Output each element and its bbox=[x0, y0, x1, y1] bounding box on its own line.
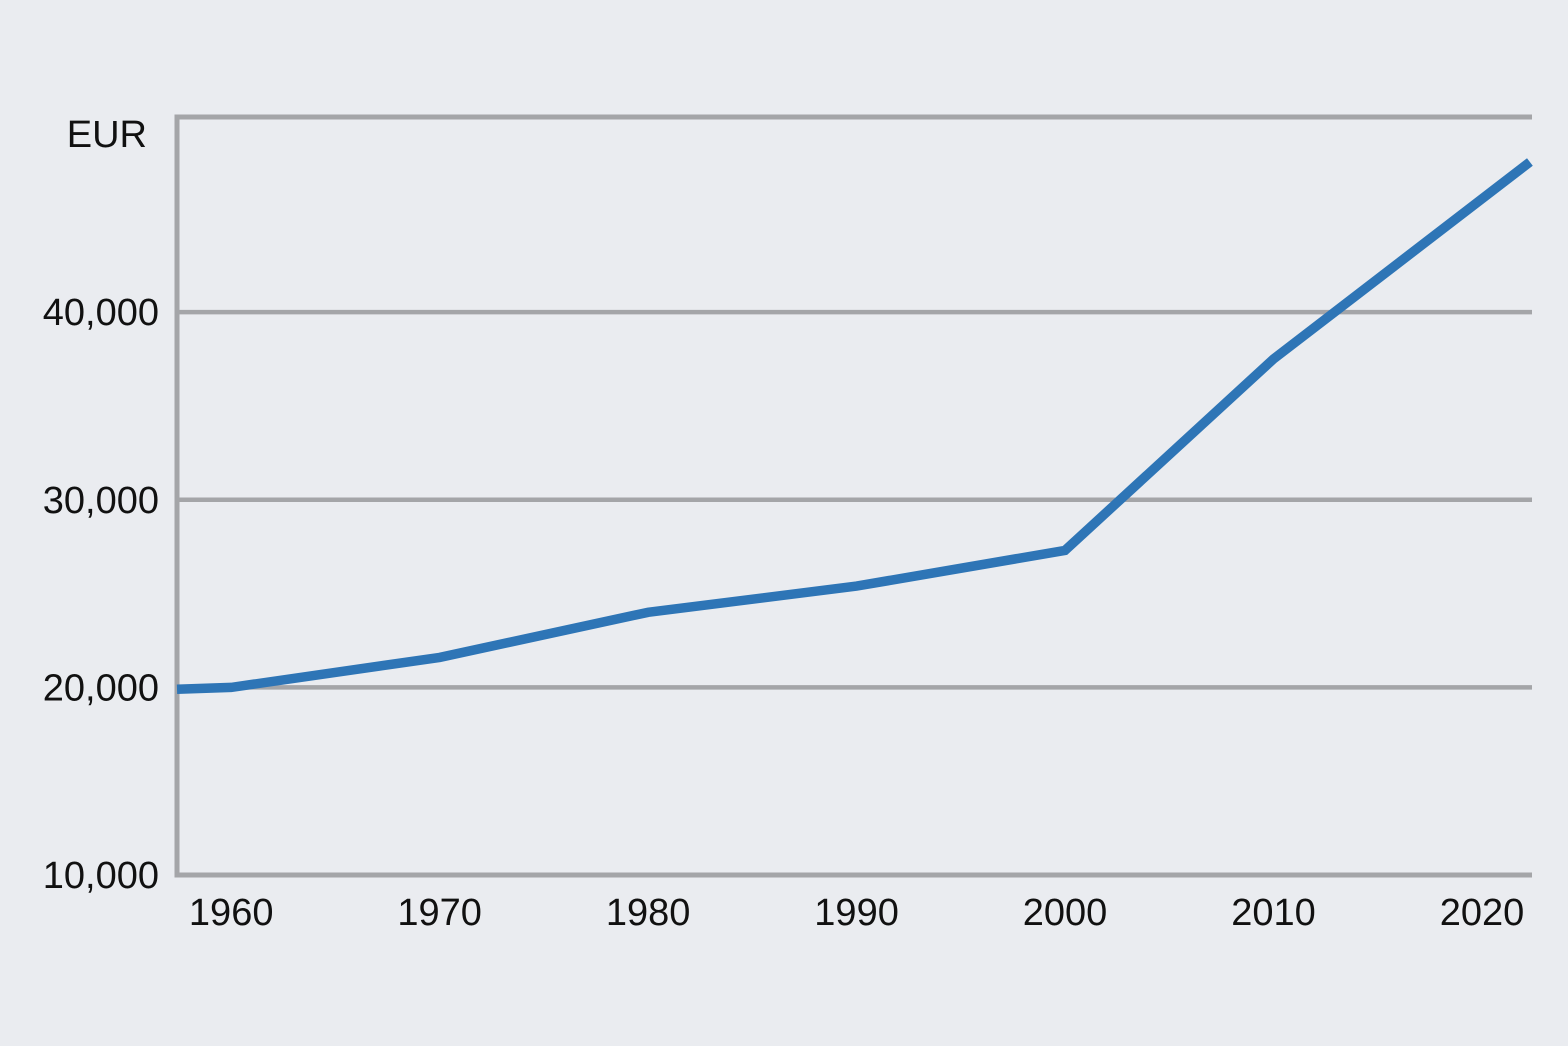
x-tick-label: 2000 bbox=[1023, 892, 1108, 934]
y-tick-label: 10,000 bbox=[43, 855, 159, 897]
x-tick-label: 1980 bbox=[606, 892, 691, 934]
axis-frame bbox=[174, 114, 1532, 878]
y-axis-unit-label: EUR bbox=[67, 114, 147, 156]
axis-frame-group bbox=[174, 114, 1532, 878]
line-series-group bbox=[176, 158, 1533, 695]
gridlines-group bbox=[177, 309, 1532, 690]
line-series bbox=[176, 158, 1533, 695]
y-tick-label: 20,000 bbox=[43, 667, 159, 709]
y-tick-label: 30,000 bbox=[43, 480, 159, 522]
y-tick-labels-group: 10,000 20,000 30,000 40,000 bbox=[43, 292, 159, 897]
x-tick-label: 2020 bbox=[1440, 892, 1525, 934]
x-tick-label: 1990 bbox=[814, 892, 899, 934]
x-tick-label: 2010 bbox=[1231, 892, 1316, 934]
x-tick-label: 1970 bbox=[397, 892, 482, 934]
x-tick-label: 1960 bbox=[189, 892, 274, 934]
y-tick-label: 40,000 bbox=[43, 292, 159, 334]
x-tick-labels-group: 1960 1970 1980 1990 2000 2010 2020 bbox=[189, 892, 1524, 934]
